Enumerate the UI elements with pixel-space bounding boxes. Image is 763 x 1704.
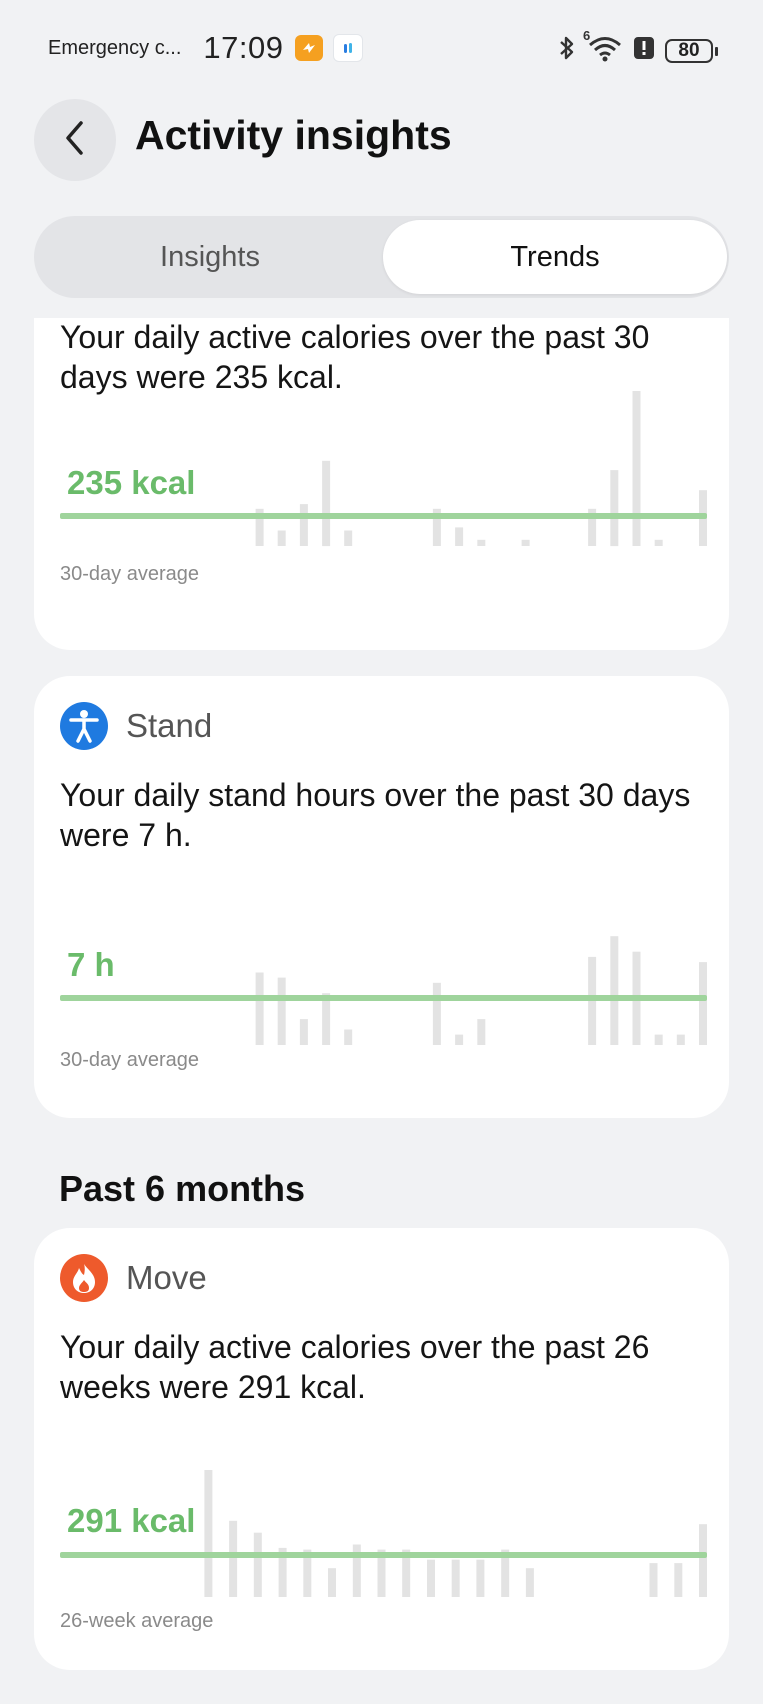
move-26-week-card[interactable]: Move Your daily active calories over the… (34, 1228, 729, 1670)
card-header: Move (60, 1254, 207, 1302)
chart-bar (649, 1563, 658, 1597)
chart-bar (204, 1470, 213, 1597)
chart-bar (521, 539, 530, 546)
chart-bar (352, 1544, 361, 1597)
status-bar-right: 6 80 (547, 28, 718, 67)
chart-bar (432, 508, 441, 546)
bluetooth-icon (557, 35, 577, 66)
average-caption: 30-day average (60, 1049, 199, 1071)
chart-bar (427, 1559, 435, 1597)
chart-bar (299, 504, 308, 546)
chart-bar (699, 962, 707, 1045)
card-label: Stand (126, 707, 213, 744)
accessibility-icon (60, 702, 108, 750)
app-notification-icon (295, 35, 324, 61)
chart-bar (402, 1549, 411, 1597)
card-description: Your daily active calories over the past… (60, 319, 650, 395)
carrier-label: Emergency c... (48, 36, 182, 59)
chart-bar (253, 1532, 262, 1597)
card-description: Your daily active calories over the past… (60, 1329, 650, 1405)
average-value: 7 h (67, 946, 115, 983)
average-value: 235 kcal (67, 464, 196, 501)
chart-bar (654, 539, 663, 546)
chart-bar (377, 1549, 386, 1597)
chart-bar (501, 1549, 510, 1597)
chevron-left-icon (60, 118, 90, 163)
alert-icon (633, 36, 655, 65)
clock: 17:09 (203, 30, 284, 65)
card-header: Stand (60, 702, 212, 750)
chart-bar (525, 1568, 534, 1597)
chart-bar (451, 1559, 460, 1597)
battery-indicator: 80 (665, 38, 718, 63)
chart-bar (299, 1019, 308, 1045)
chart-bar (477, 539, 486, 546)
flame-icon (60, 1254, 108, 1302)
tab-trends[interactable]: Trends (383, 220, 727, 294)
chart-bar (699, 1524, 707, 1597)
trends-scroll-area[interactable]: Your daily active calories over the past… (0, 318, 763, 1704)
chart-bar (328, 1568, 336, 1597)
chart-bar (455, 1034, 464, 1045)
card-description: Your daily stand hours over the past 30 … (60, 777, 691, 853)
tab-bar: Insights Trends (34, 216, 729, 298)
section-title-past-6-months: Past 6 months (59, 1168, 306, 1209)
app-notification-icon-2 (333, 34, 364, 62)
status-bar-left: Emergency c... 17:09 (48, 30, 373, 66)
chart-bar (344, 1029, 353, 1045)
stand-30-day-card[interactable]: Stand Your daily stand hours over the pa… (34, 676, 729, 1118)
tab-insights[interactable]: Insights (160, 240, 260, 273)
chart-bar (632, 391, 641, 546)
chart-bar (676, 1034, 685, 1045)
chart-bar (654, 1034, 663, 1045)
back-button[interactable] (34, 99, 116, 181)
chart-bar (303, 1549, 312, 1597)
move-26-week-chart (60, 1470, 707, 1597)
chart-bar (277, 977, 286, 1045)
chart-bar (322, 993, 331, 1045)
chart-bar (229, 1520, 238, 1597)
average-value: 291 kcal (67, 1502, 196, 1539)
status-bar: Emergency c... 17:09 6 (0, 0, 763, 96)
chart-bar (255, 508, 264, 546)
wifi-icon: 6 (583, 28, 623, 67)
chart-bar (277, 530, 286, 546)
chart-bar (610, 936, 619, 1045)
chart-bar (588, 508, 597, 546)
chart-bar (476, 1559, 485, 1597)
chart-bar (344, 530, 353, 546)
chart-bar (674, 1563, 683, 1597)
move-30-day-card[interactable]: Your daily active calories over the past… (34, 318, 729, 650)
average-line (60, 995, 707, 1001)
average-caption: 30-day average (60, 563, 199, 585)
chart-bar (455, 527, 464, 546)
chart-bar (432, 982, 441, 1045)
average-caption: 26-week average (60, 1610, 214, 1632)
move-30-day-chart (60, 391, 707, 547)
chart-bar (255, 972, 264, 1045)
average-line (60, 513, 707, 519)
network-generation-label: 6 (583, 28, 591, 43)
average-line (60, 1552, 707, 1558)
card-label: Move (126, 1259, 207, 1296)
page-title: Activity insights (135, 112, 452, 158)
chart-bar (322, 460, 331, 547)
chart-bar (610, 470, 619, 547)
chart-bar (477, 1019, 486, 1045)
stand-30-day-chart (60, 936, 707, 1045)
chart-bar (278, 1547, 287, 1597)
